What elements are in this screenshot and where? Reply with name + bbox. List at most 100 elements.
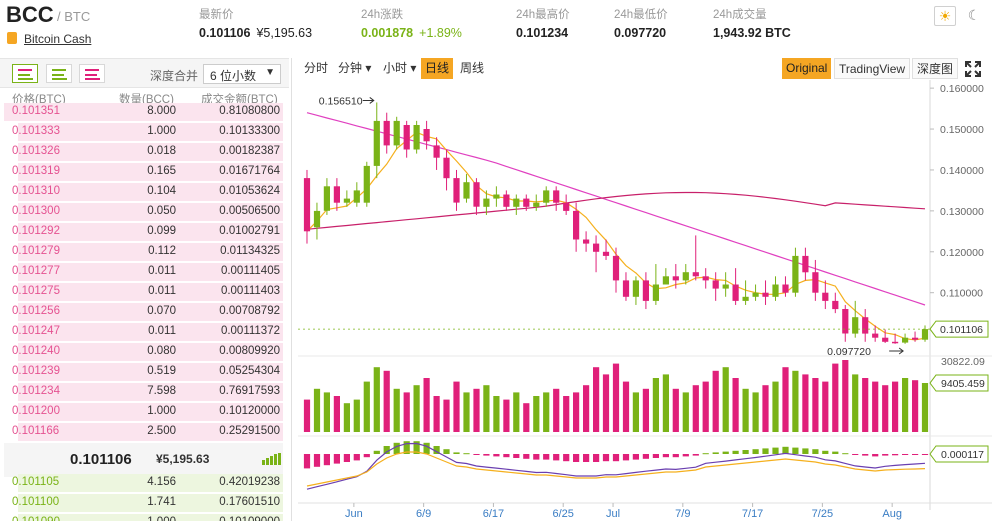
candle-body xyxy=(473,182,480,207)
asks-view-icon[interactable] xyxy=(79,64,105,83)
bid-row[interactable]: 0.101100 1.741 0.17601510 xyxy=(4,493,283,513)
candle-body xyxy=(353,190,360,203)
macd-histogram-bar xyxy=(523,454,530,459)
last-price-cny: ¥5,195.63 xyxy=(156,452,210,466)
order-total: 0.25291500 xyxy=(219,425,280,437)
order-total: 0.00111403 xyxy=(220,285,280,297)
volume-bar xyxy=(573,392,580,432)
pair-symbol: BCC xyxy=(6,2,54,27)
candle-body xyxy=(513,198,520,207)
macd-histogram-bar xyxy=(882,454,889,456)
ask-row[interactable]: 0.101333 1.000 0.10133300 xyxy=(4,122,283,142)
ask-row[interactable]: 0.101247 0.011 0.00111372 xyxy=(4,322,283,342)
depth-merge-value: 6 位小数 xyxy=(210,69,257,83)
volume-bar xyxy=(363,381,370,432)
order-amount: 0.099 xyxy=(147,225,176,237)
macd-histogram-bar xyxy=(483,454,490,456)
price-tick-label: 0.150000 xyxy=(940,124,984,136)
bid-row[interactable]: 0.101090 1.000 0.10109000 xyxy=(4,513,283,521)
volume-bar xyxy=(921,383,929,432)
order-price: 0.101333 xyxy=(12,125,60,137)
caret-down-icon: ▼ xyxy=(265,67,275,78)
order-amount: 1.741 xyxy=(147,496,176,508)
coin-name-link[interactable]: Bitcoin Cash xyxy=(24,32,92,46)
candle-body xyxy=(852,317,859,334)
depth-bar xyxy=(18,514,283,521)
candle-body xyxy=(662,276,669,285)
low-arrow-icon xyxy=(889,347,904,355)
ask-row[interactable]: 0.101275 0.011 0.00111403 xyxy=(4,282,283,302)
volume-bar xyxy=(832,363,839,432)
ask-row[interactable]: 0.101256 0.070 0.00708792 xyxy=(4,302,283,322)
candle-body xyxy=(862,317,869,334)
macd-histogram-bar xyxy=(921,454,929,455)
ask-row[interactable]: 0.101351 8.000 0.81080800 xyxy=(4,102,283,122)
candle-body xyxy=(842,309,849,334)
price-tick-label: 0.130000 xyxy=(940,206,984,218)
candle-body xyxy=(453,178,460,203)
view-tab[interactable]: TradingView xyxy=(834,58,911,79)
bid-row[interactable]: 0.101105 4.156 0.42019238 xyxy=(4,473,283,493)
candle-body xyxy=(383,120,390,146)
volume-bar xyxy=(353,399,360,432)
combined-view-icon[interactable] xyxy=(12,64,38,83)
ask-row[interactable]: 0.101279 0.112 0.01134325 xyxy=(4,242,283,262)
ask-row[interactable]: 0.101326 0.018 0.00182387 xyxy=(4,142,283,162)
ask-row[interactable]: 0.101200 1.000 0.10120000 xyxy=(4,402,283,422)
macd-histogram-bar xyxy=(632,454,639,460)
view-tab[interactable]: 深度图 xyxy=(912,58,959,79)
ask-row[interactable]: 0.101277 0.011 0.00111405 xyxy=(4,262,283,282)
view-tab-active[interactable]: Original xyxy=(782,58,832,79)
interval-tab[interactable]: 分时 xyxy=(304,61,329,75)
macd-histogram-bar xyxy=(413,441,420,454)
stat-sub-value: ¥5,195.63 xyxy=(256,26,313,40)
ask-row[interactable]: 0.101166 2.500 0.25291500 xyxy=(4,422,283,442)
volume-bar xyxy=(473,388,480,432)
macd-histogram-bar xyxy=(353,454,360,461)
order-amount: 0.011 xyxy=(148,325,176,337)
order-amount: 8.000 xyxy=(147,105,176,117)
last-price-tag xyxy=(929,320,989,338)
macd-histogram-bar xyxy=(732,450,739,454)
volume-bar xyxy=(523,403,530,432)
order-total: 0.00111372 xyxy=(220,325,280,337)
interval-tab[interactable]: 周线 xyxy=(460,61,485,75)
ask-row[interactable]: 0.101319 0.165 0.01671764 xyxy=(4,162,283,182)
ask-row[interactable]: 0.101300 0.050 0.00506500 xyxy=(4,202,283,222)
fullscreen-icon[interactable] xyxy=(964,60,982,78)
price-tick-label: 0.160000 xyxy=(940,83,984,95)
volume-bar xyxy=(882,385,889,432)
ask-row[interactable]: 0.101239 0.519 0.05254304 xyxy=(4,362,283,382)
sun-icon[interactable]: ☀ xyxy=(934,6,956,26)
ask-row[interactable]: 0.101240 0.080 0.00809920 xyxy=(4,342,283,362)
interval-tab[interactable]: 小时 ▾ xyxy=(383,61,417,75)
candle-body xyxy=(602,251,610,256)
volume-bar xyxy=(902,378,909,432)
volume-bar xyxy=(792,370,799,432)
order-amount: 1.000 xyxy=(147,125,176,137)
order-total: 0.17601510 xyxy=(219,496,280,508)
macd-tag xyxy=(929,445,989,463)
volume-bar xyxy=(403,392,410,432)
interval-tab[interactable]: 分钟 ▾ xyxy=(338,61,372,75)
interval-tab-active[interactable]: 日线 xyxy=(421,58,454,79)
macd-histogram-bar xyxy=(503,454,510,458)
order-price: 0.101256 xyxy=(12,305,60,317)
order-amount: 7.598 xyxy=(147,385,176,397)
depth-bar xyxy=(18,263,283,281)
candle-body xyxy=(912,337,919,340)
time-tick-label: 7/17 xyxy=(742,508,763,520)
macd-histogram-bar xyxy=(453,452,460,454)
candle-body xyxy=(493,194,500,199)
moon-icon[interactable]: ☾ xyxy=(967,7,981,23)
ask-row[interactable]: 0.101310 0.104 0.01053624 xyxy=(4,182,283,202)
depth-merge-select[interactable]: 6 位小数 ▼ xyxy=(203,64,281,84)
bids-view-icon[interactable] xyxy=(46,64,72,83)
signal-bars-icon xyxy=(262,453,281,465)
macd-histogram-bar xyxy=(593,454,600,462)
depth-bar xyxy=(18,474,283,492)
ask-row[interactable]: 0.101292 0.099 0.01002791 xyxy=(4,222,283,242)
order-price: 0.101100 xyxy=(12,496,60,508)
ask-row[interactable]: 0.101234 7.598 0.76917593 xyxy=(4,382,283,402)
